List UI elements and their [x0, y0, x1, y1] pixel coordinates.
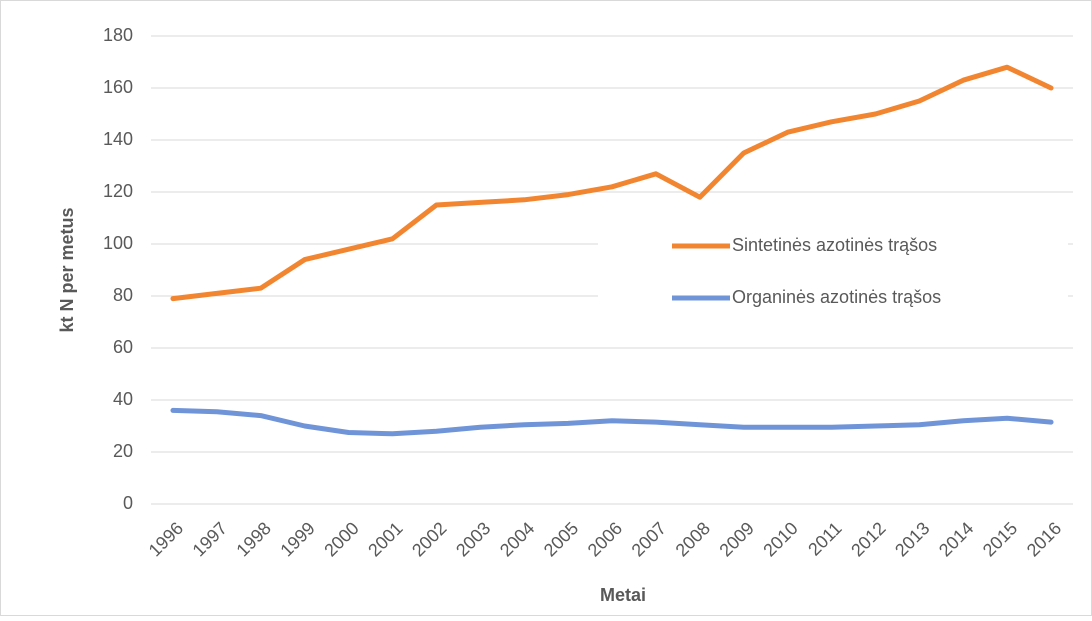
legend-label: Sintetinės azotinės trąšos	[732, 235, 937, 255]
y-tick-label: 160	[103, 77, 133, 97]
series-line	[170, 407, 1054, 437]
legend-box	[598, 222, 1068, 322]
y-tick-label: 60	[113, 337, 133, 357]
series-line	[170, 64, 1054, 302]
y-tick-label: 40	[113, 389, 133, 409]
y-axis-title: kt N per metus	[57, 207, 77, 332]
y-tick-label: 180	[103, 25, 133, 45]
legend-label: Organinės azotinės trąšos	[732, 287, 941, 307]
y-tick-label: 140	[103, 129, 133, 149]
y-tick-label: 0	[123, 493, 133, 513]
x-axis-title: Metai	[600, 585, 646, 605]
y-tick-label: 120	[103, 181, 133, 201]
y-tick-label: 20	[113, 441, 133, 461]
y-tick-label: 80	[113, 285, 133, 305]
y-tick-label: 100	[103, 233, 133, 253]
